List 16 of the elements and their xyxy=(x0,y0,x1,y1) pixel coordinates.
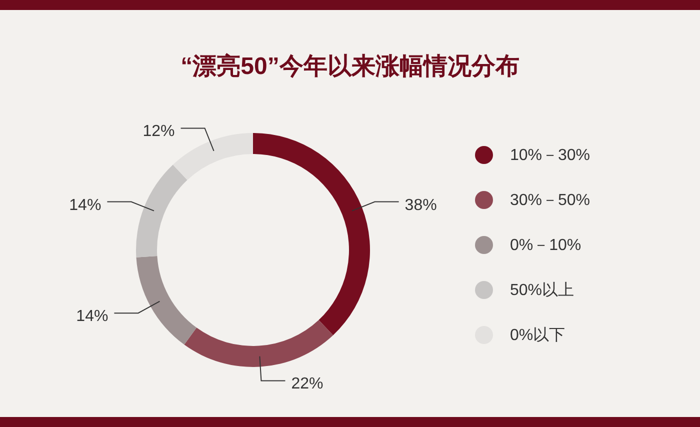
legend-label: 0%－10% xyxy=(510,236,582,256)
chart-title: “漂亮50”今年以来涨幅情况分布 xyxy=(180,52,520,82)
legend-label: 10%－30% xyxy=(510,146,590,166)
data-label: 14% xyxy=(76,308,108,326)
donut-slice xyxy=(136,164,188,258)
legend-label: 0%以下 xyxy=(510,326,566,346)
data-label: 14% xyxy=(69,196,102,214)
data-label: 12% xyxy=(142,123,175,140)
data-label: 22% xyxy=(291,376,324,393)
data-label: 38% xyxy=(404,196,437,214)
donut-slice xyxy=(253,133,370,336)
donut-slice xyxy=(172,133,253,180)
donut-slice xyxy=(136,256,197,345)
legend-label: 30%－50% xyxy=(510,190,590,210)
legend-label: 50%以上 xyxy=(510,280,574,300)
donut-slice xyxy=(184,320,334,367)
